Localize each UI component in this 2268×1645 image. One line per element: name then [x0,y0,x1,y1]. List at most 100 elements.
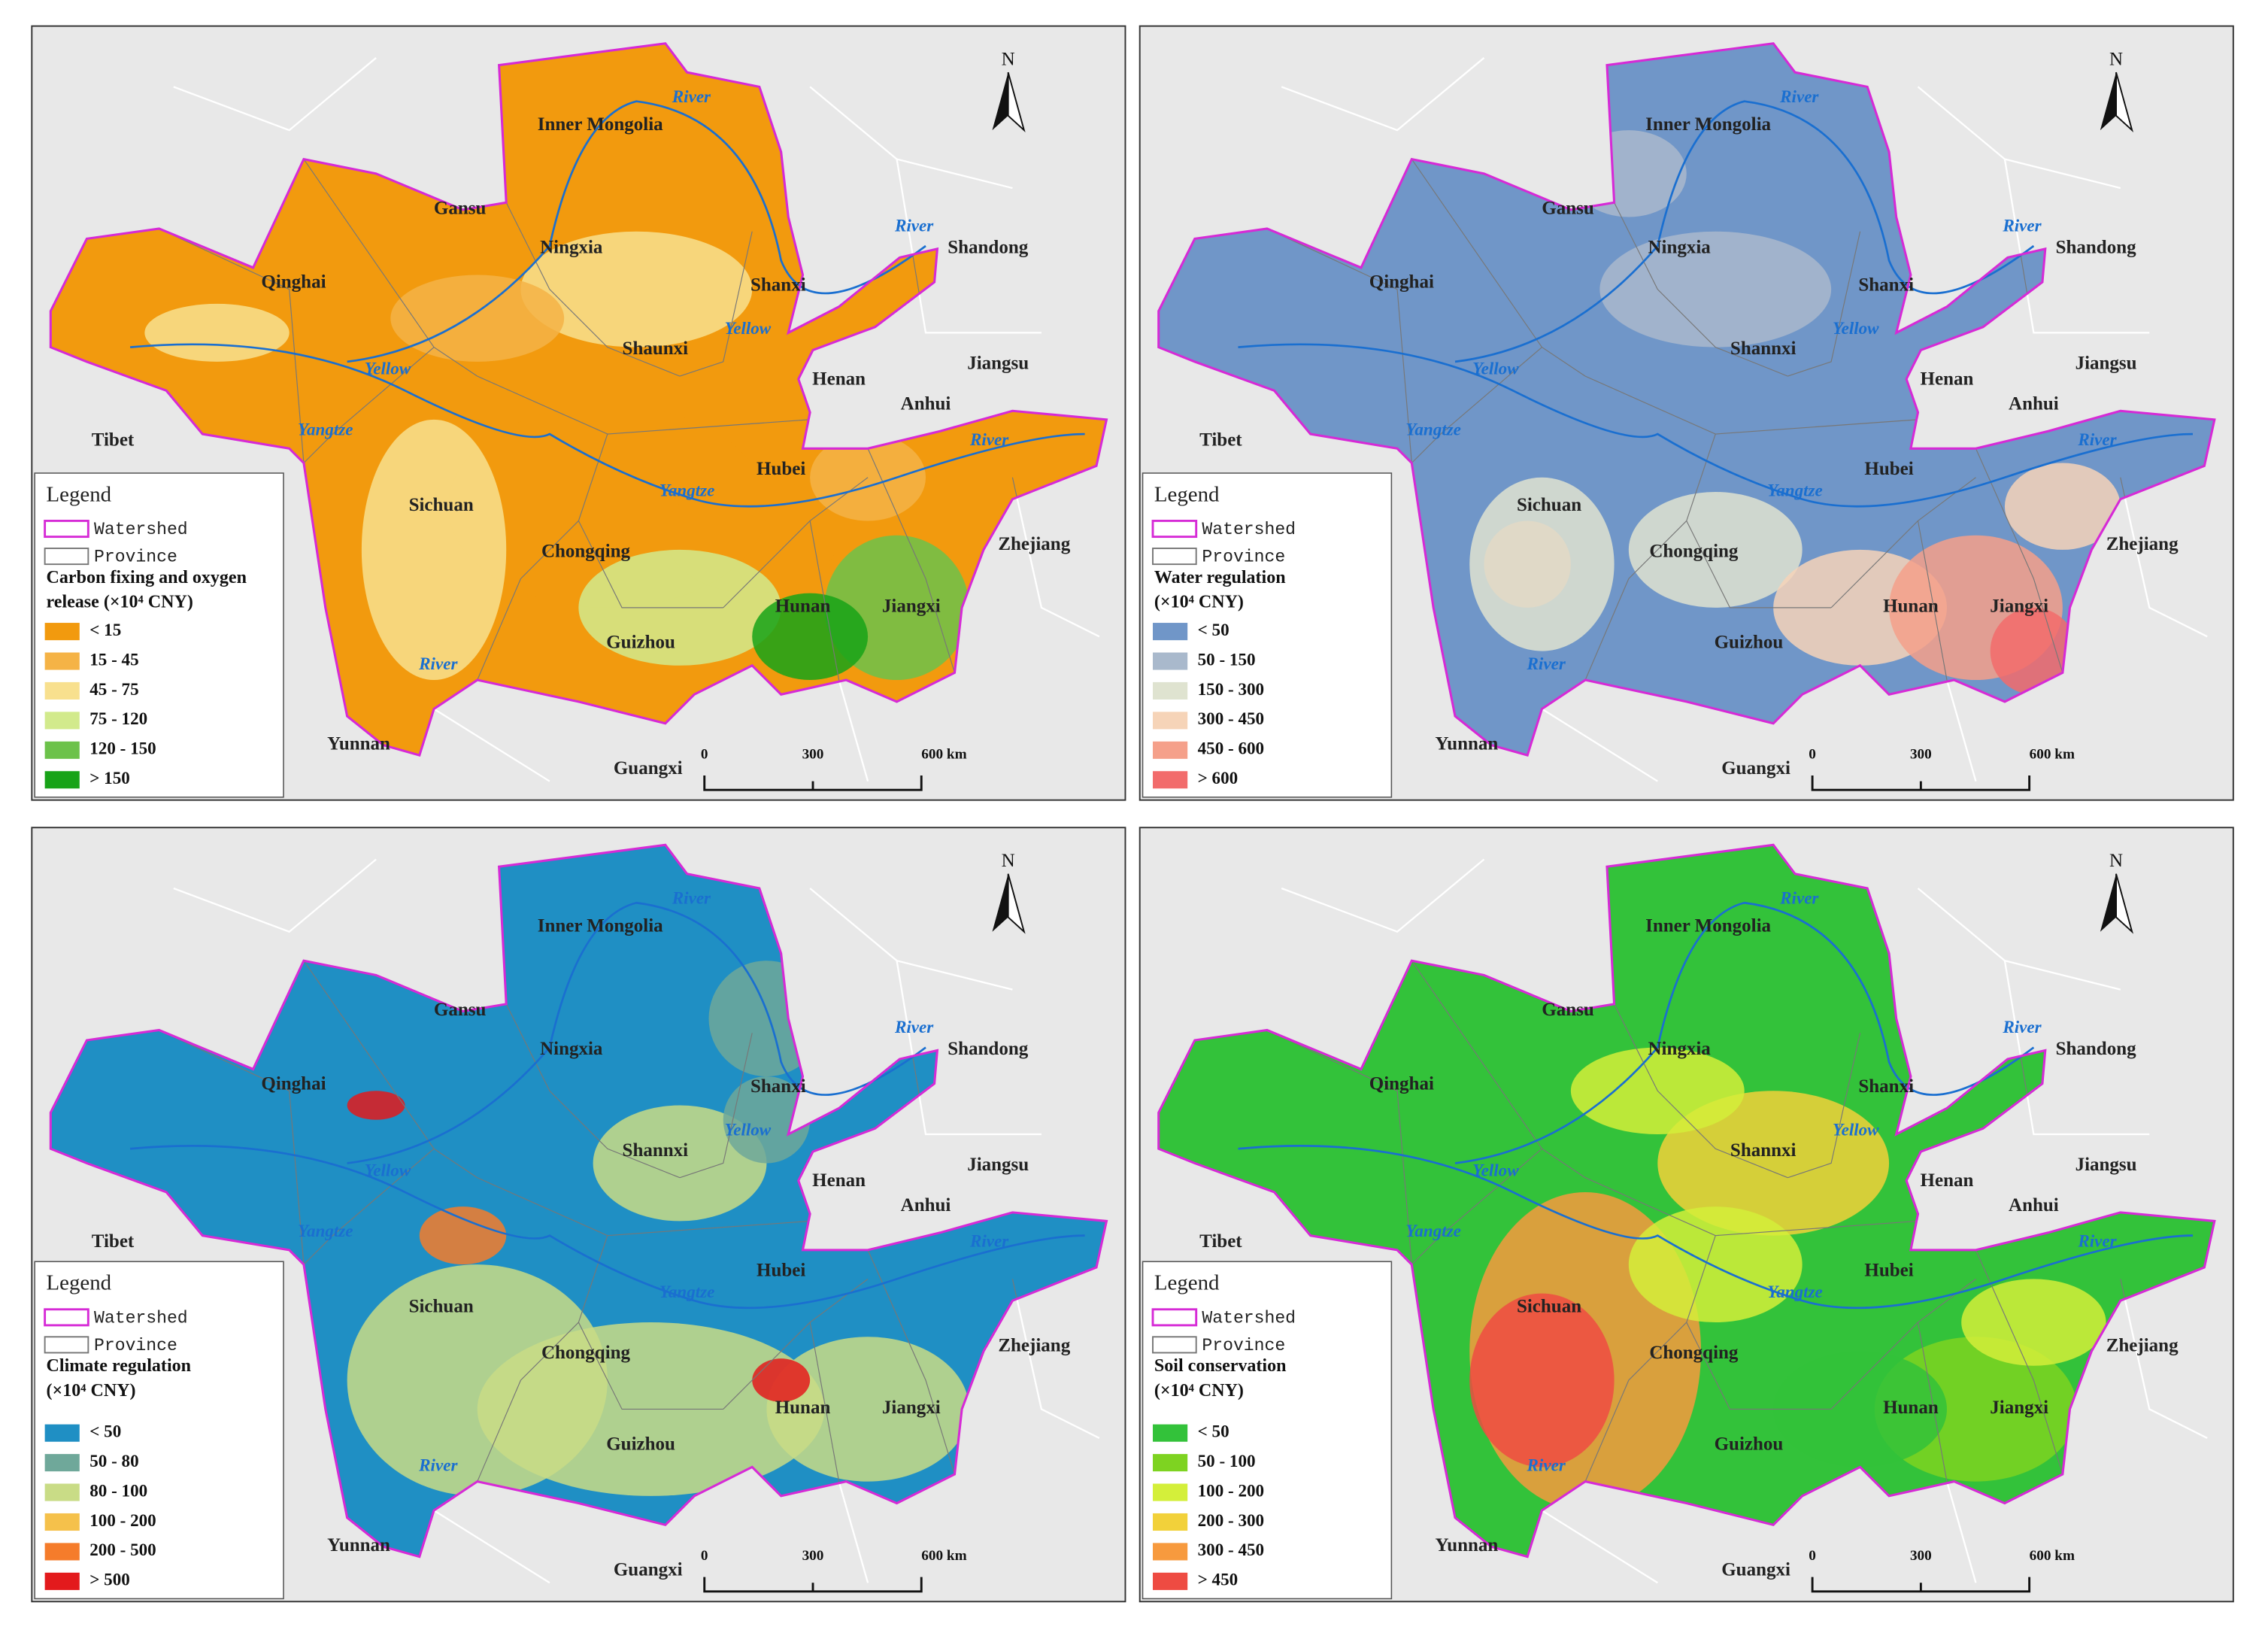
class-patch [1628,1206,1803,1323]
river-label: River [894,1017,934,1036]
scale-label: 600 km [2030,746,2075,762]
legend-class-label: 15 - 45 [89,649,138,669]
river-label: River [1527,1455,1566,1475]
legend-title: Soil conservation [1154,1356,1287,1376]
province-label: Hunan [1883,1398,1939,1418]
province-label: Henan [812,369,866,390]
river-label: River [672,86,711,106]
class-patch [1469,1293,1615,1467]
legend-swatch [1153,741,1188,759]
legend-swatch [44,1513,80,1531]
province-label: Shandong [2056,238,2137,258]
class-patch [361,419,507,681]
province-label: Chongqing [541,1343,631,1363]
class-patch [766,1337,969,1482]
province-boundary [1917,1322,1948,1482]
class-patch [752,1358,811,1402]
legend-class-label: < 50 [1198,1422,1230,1441]
scale-label: 600 km [2030,1548,2075,1564]
province-label: Shandong [948,1039,1029,1059]
province-label: Guizhou [606,633,675,653]
river-label: Yangtze [1767,1282,1823,1301]
province-label: Jiangxi [1990,596,2048,617]
legend-class-label: < 15 [89,620,121,639]
province-label: Hunan [775,1398,831,1418]
river-label: Yangtze [298,1221,353,1240]
legend-title: Climate regulation [47,1356,191,1376]
province-label: Guangxi [1721,758,1790,778]
class-patch [347,1264,608,1496]
legend-swatch-province [44,1336,89,1354]
north-arrow [1007,71,1026,133]
scale-bar [1811,775,2031,791]
legend-watershed: Watershed [1202,1308,1296,1328]
class-patch [1773,1351,1947,1467]
province-label: Guizhou [1715,1434,1784,1454]
scale-bar [703,775,923,791]
legend-heading: Legend [1154,482,1220,506]
province-boundary [1011,1279,1100,1439]
province-label: Shannxi [1730,338,1797,359]
legend-title: (×10⁴ CNY) [1154,593,1244,612]
north-arrow [2115,873,2134,934]
north-arrow [992,873,1008,932]
province-label: Inner Mongolia [538,114,663,135]
river-label: Yangtze [1405,419,1461,439]
river-label: Yangtze [659,480,715,499]
legend-class-label: 100 - 200 [89,1510,156,1530]
province-boundary [1584,1322,1687,1482]
province-boundary [1945,1481,1977,1583]
province-boundary [896,159,1042,334]
watershed-outline [1157,42,2216,757]
province-label: Qinghai [1369,272,1434,293]
legend-swatch [1153,1483,1188,1501]
province-label: Sichuan [1517,1297,1581,1317]
north-label: N [2109,851,2123,871]
province-label: Chongqing [541,542,631,562]
province-label: Yunnan [327,733,390,754]
class-patches [1266,859,2208,1557]
legend-swatch [1153,1513,1188,1531]
north-arrow [1007,873,1026,934]
watershed-outline [49,843,1108,1559]
river-label: River [1779,86,1819,106]
province-label: Inner Mongolia [1645,916,1771,936]
legend-title: Carbon fixing and oxygen [47,568,247,587]
legend-class-label: 50 - 150 [1198,649,1256,669]
river-label: Yangtze [298,419,353,439]
north-label: N [1002,851,1015,871]
class-patch [1990,607,2078,695]
legend-swatch [44,652,80,670]
province-label: Henan [1921,1170,1974,1191]
scale-label: 300 [1910,746,1932,762]
scale-label: 0 [701,1548,708,1564]
legend-watershed: Watershed [94,520,188,539]
legend-swatch-province [1152,1336,1197,1354]
province-boundary [1584,521,1687,681]
map-panel: Inner Mongolia River Gansu Ningxia River Shan… [31,25,1126,801]
province-boundary [1686,433,1832,609]
map-panel: Inner Mongolia River Gansu Ningxia River Shan… [1139,827,2234,1603]
scale-label: 600 km [921,746,966,762]
province-boundary [1011,477,1100,638]
province-label: Shannxi [1730,1140,1797,1161]
province-label: Shanxi [750,1076,806,1097]
river [347,100,926,363]
river-label: River [969,429,1009,449]
province-boundary [1411,1148,1542,1265]
legend-swatch [1153,623,1188,641]
legend-class-label: 150 - 300 [1198,679,1264,699]
river-label: River [418,654,458,673]
river-label: Yellow [365,359,411,378]
river-label: River [2077,1231,2117,1251]
legend-swatch-watershed [1151,520,1198,539]
map-panel: Inner Mongolia River Gansu Ningxia River Shan… [31,827,1126,1603]
province-label: Yunnan [1435,733,1498,754]
class-patch [419,1206,507,1265]
river-label: River [672,888,711,908]
legend-heading: Legend [47,1271,112,1295]
province-boundary [867,1249,956,1475]
legend-heading: Legend [47,482,112,506]
province-label: Yunnan [327,1535,390,1555]
province-label: Tibet [1199,429,1242,450]
